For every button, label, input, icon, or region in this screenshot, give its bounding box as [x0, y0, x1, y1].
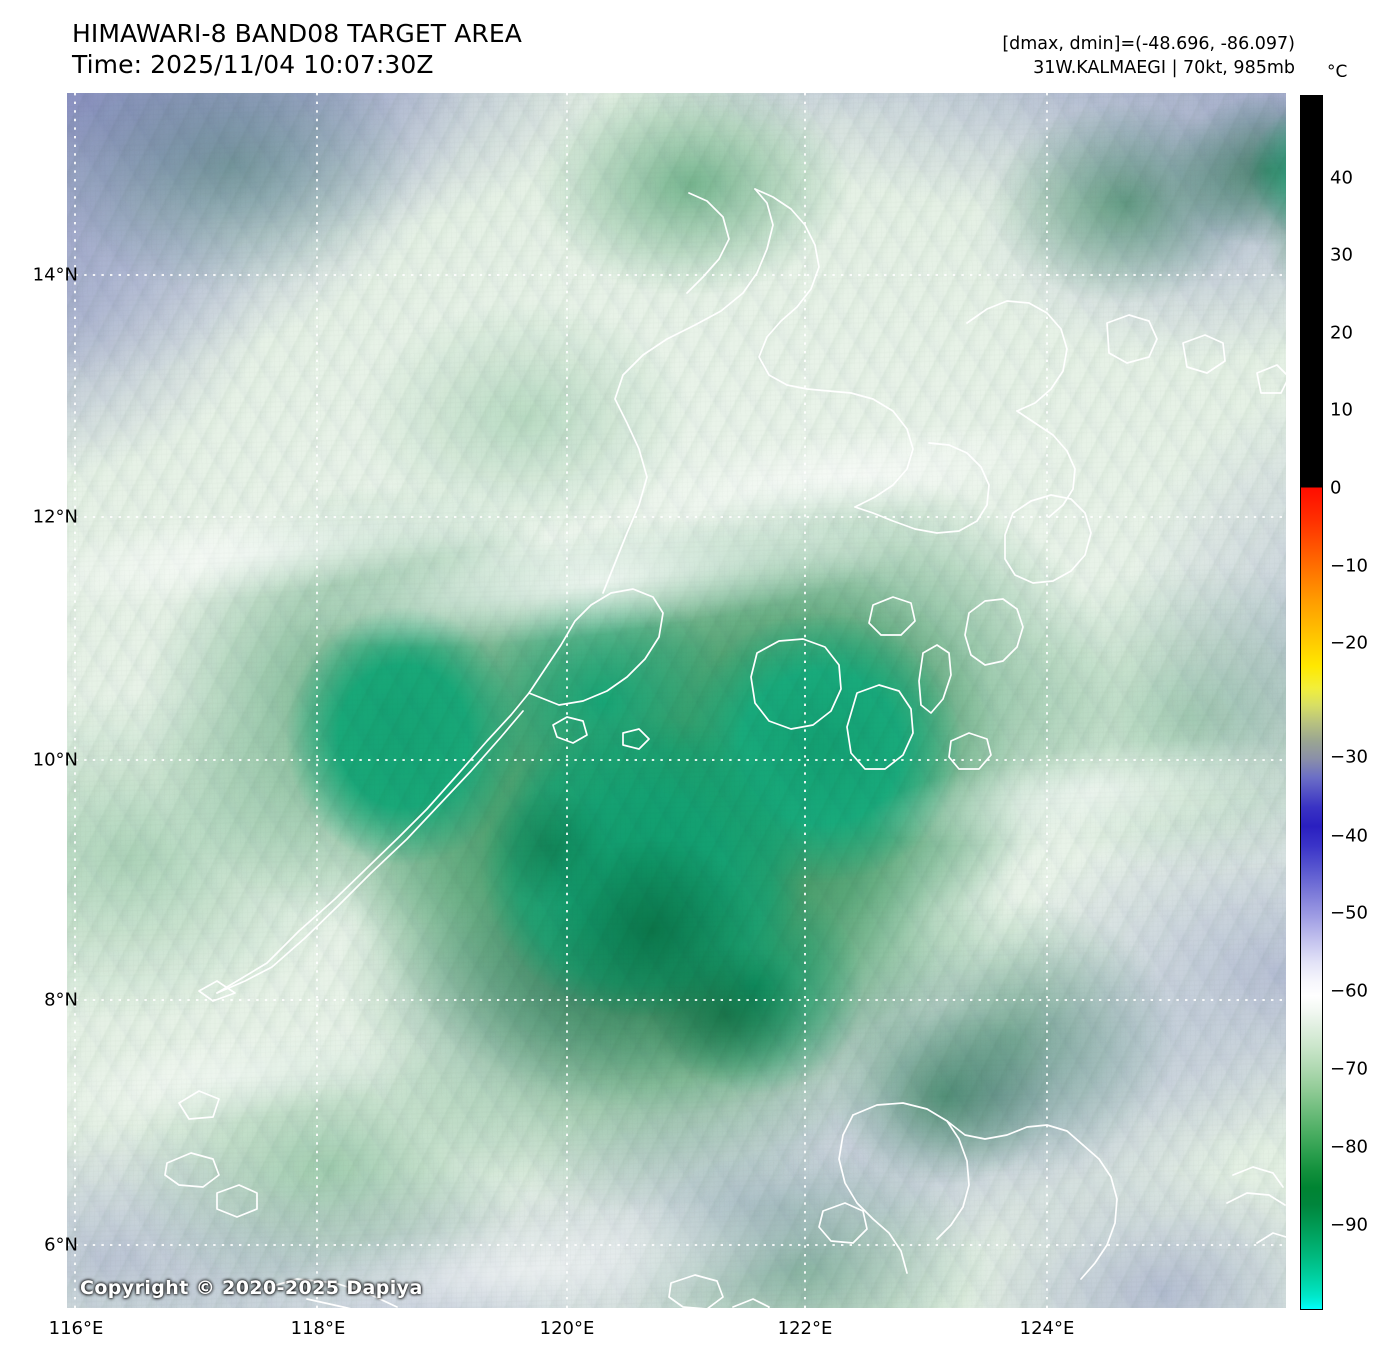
colorbar-unit-label: °C [1327, 62, 1348, 82]
coastline-sw-islands2 [216, 1184, 258, 1218]
coastline-luzon-bicol [854, 442, 990, 534]
coastline-polillo [1182, 334, 1226, 374]
map-vector-overlay [67, 93, 1286, 1308]
data-minmax-label: [dmax, dmin]=(-48.696, -86.097) [1002, 34, 1295, 54]
coastline-borneo-ne [1226, 1192, 1286, 1206]
cbtick-m90: −90 [1330, 1214, 1368, 1236]
coastline-mindanao-inner [936, 1120, 970, 1240]
cbtick-40: 40 [1330, 167, 1353, 189]
cbtick-m30: −30 [1330, 746, 1368, 768]
cbtick-10: 10 [1330, 399, 1353, 421]
colorbar-gradient [1301, 96, 1322, 1309]
coastline-mindoro-small [552, 716, 588, 744]
coastline-cebu [918, 644, 952, 714]
cbtick-m40: −40 [1330, 825, 1368, 847]
ytick-label-8n: 8°N [44, 989, 78, 1011]
coastline-luzon-east [754, 188, 914, 508]
ytick-label-6n: 6°N [44, 1234, 78, 1256]
coastline-small-ne [1256, 364, 1286, 394]
coastline-sw-bottom2 [306, 1298, 351, 1308]
coastline-palawan-tip [198, 980, 236, 1002]
storm-info-label: 31W.KALMAEGI | 70kt, 985mb [1033, 58, 1295, 78]
page-title: HIMAWARI-8 BAND08 TARGET AREA Time: 2025… [72, 18, 522, 80]
coastline-samar [1004, 494, 1092, 584]
coastline-luzon-ne2 [1016, 410, 1076, 518]
coastline-mindoro [528, 588, 664, 706]
title-line: HIMAWARI-8 BAND08 TARGET AREA [72, 19, 522, 48]
coastline-leyte [964, 598, 1024, 666]
coastline-panay [750, 638, 842, 730]
coastline-mindanao-east [1080, 1144, 1118, 1280]
coastline-catanduanes [1106, 314, 1158, 364]
coastline-sulu2 [668, 1274, 724, 1308]
coastline-mindanao-north [852, 1102, 1084, 1146]
coastline-bohol [948, 732, 992, 770]
cbtick-m60: −60 [1330, 980, 1368, 1002]
coastline-luzon-ne [966, 300, 1068, 412]
ytick-label-14n: 14°N [32, 264, 78, 286]
xtick-label-120e: 120°E [539, 1318, 595, 1339]
coastline-borneo-n [1256, 1232, 1286, 1244]
copyright-text: Copyright © 2020-2025 Dapiya [80, 1277, 423, 1299]
satellite-map[interactable]: Copyright © 2020-2025 Dapiya [67, 93, 1286, 1308]
xtick-label-124e: 124°E [1019, 1318, 1075, 1339]
cbtick-m80: −80 [1330, 1136, 1368, 1158]
graticule-group [67, 93, 1286, 1308]
coastline-sw-bottom [262, 1278, 398, 1308]
cbtick-m50: −50 [1330, 902, 1368, 924]
coastline-luzon-inner [686, 192, 730, 294]
coastline-balabac [178, 1090, 220, 1120]
temperature-colorbar[interactable] [1300, 95, 1323, 1310]
coastline-borneo-ne2 [1232, 1166, 1284, 1188]
ytick-label-10n: 10°N [32, 749, 78, 771]
coastline-palawan [216, 692, 530, 994]
coastline-sw-islands [164, 1152, 220, 1188]
xtick-label-116e: 116°E [48, 1318, 104, 1339]
coastline-palawan-south [216, 710, 524, 994]
coastline-sulu3 [732, 1298, 770, 1308]
cbtick-0: 0 [1330, 477, 1342, 499]
xtick-label-118e: 118°E [290, 1318, 346, 1339]
metadata-block: [dmax, dmin]=(-48.696, -86.097) 31W.KALM… [1002, 32, 1295, 80]
coastlines-group [164, 188, 1286, 1308]
cbtick-30: 30 [1330, 244, 1353, 266]
coastline-semirara [622, 728, 650, 750]
ytick-label-12n: 12°N [32, 506, 78, 528]
time-line: Time: 2025/11/04 10:07:30Z [72, 50, 434, 79]
coastline-luzon-south [602, 188, 774, 594]
cbtick-m70: −70 [1330, 1058, 1368, 1080]
map-inner: Copyright © 2020-2025 Dapiya [67, 93, 1286, 1308]
cbtick-20: 20 [1330, 322, 1353, 344]
cbtick-m20: −20 [1330, 632, 1368, 654]
coastline-sulu1 [818, 1202, 868, 1244]
coastline-mindanao-zam [838, 1114, 908, 1274]
xtick-label-122e: 122°E [777, 1318, 833, 1339]
cbtick-m10: −10 [1330, 555, 1368, 577]
coastline-negros [846, 684, 914, 770]
coastline-masbate [868, 596, 916, 636]
